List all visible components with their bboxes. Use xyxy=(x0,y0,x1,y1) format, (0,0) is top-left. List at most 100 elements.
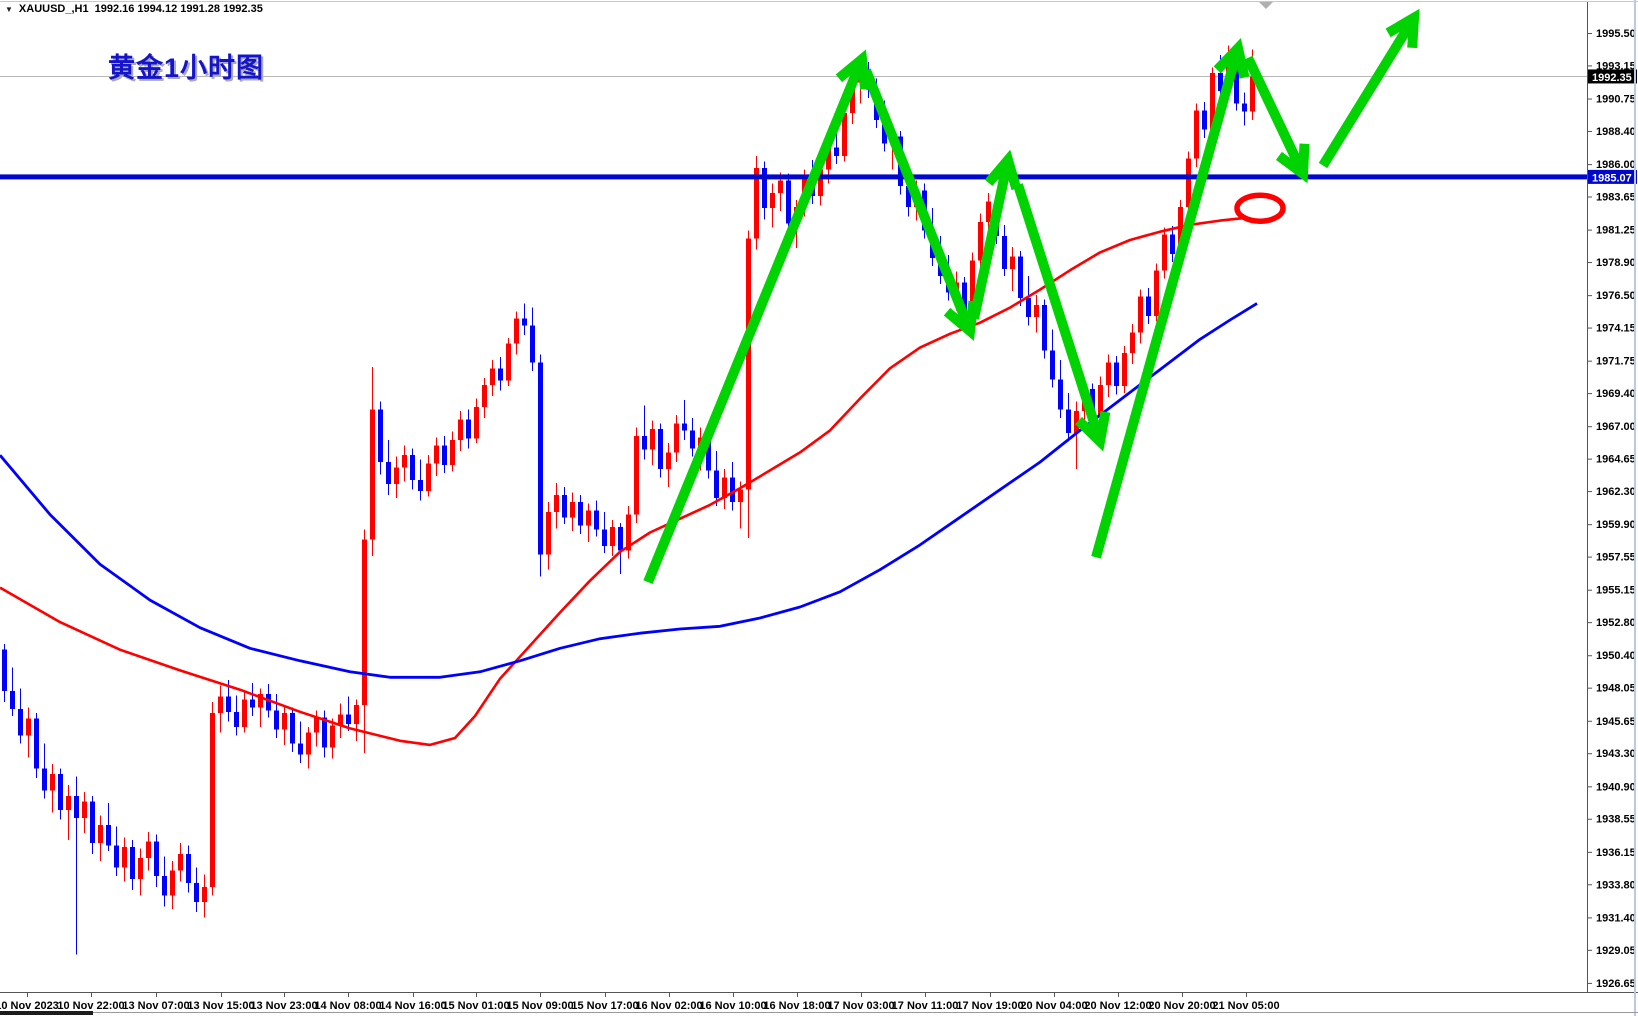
price-axis-label: 1926.65 xyxy=(1596,978,1636,990)
candle-body xyxy=(146,841,151,859)
time-axis-label: 13 Nov 15:00 xyxy=(187,1000,254,1012)
candle-body xyxy=(242,699,247,727)
time-axis-label: 17 Nov 19:00 xyxy=(956,1000,1023,1012)
candle-wick xyxy=(68,784,69,841)
candle-body xyxy=(274,710,279,730)
trend-arrow-shaft xyxy=(643,61,865,585)
time-axis-label: 16 Nov 10:00 xyxy=(699,1000,766,1012)
price-axis-label: 1940.90 xyxy=(1596,781,1636,793)
candle-body xyxy=(666,452,671,469)
candle-body xyxy=(82,801,87,819)
price-axis-label: 1931.40 xyxy=(1596,912,1636,924)
trend-arrow[interactable] xyxy=(1318,8,1420,169)
candle-body xyxy=(58,773,63,810)
candle-body xyxy=(1162,234,1167,271)
candle-body xyxy=(18,709,23,736)
trend-arrow[interactable] xyxy=(1091,37,1250,559)
price-axis-label: 1974.15 xyxy=(1596,323,1636,335)
candle-body xyxy=(474,406,479,439)
candle-body xyxy=(338,714,343,726)
candle-wick xyxy=(1076,401,1077,469)
candle-body xyxy=(74,795,79,819)
candle-body xyxy=(1034,304,1039,318)
candle-body xyxy=(842,113,847,156)
candle-body xyxy=(602,529,607,547)
time-axis-label: 14 Nov 08:00 xyxy=(314,1000,381,1012)
candle-body xyxy=(826,147,831,170)
highlight-circle[interactable] xyxy=(1234,192,1286,224)
price-axis-label: 1950.40 xyxy=(1596,650,1636,662)
candle-body xyxy=(778,180,783,194)
price-axis-label: 1964.65 xyxy=(1596,454,1636,466)
window-right-edge xyxy=(1634,0,1636,1016)
candle-body xyxy=(482,384,487,407)
candle-body xyxy=(162,875,167,896)
candle-body xyxy=(906,186,911,207)
candle-body xyxy=(746,238,751,490)
arrowhead-icon xyxy=(1213,37,1250,79)
candle-body xyxy=(1042,304,1047,351)
candle-body xyxy=(114,845,119,868)
candle-body xyxy=(50,773,55,791)
candle-body xyxy=(330,725,335,748)
horizontal-scrollbar-thumb[interactable] xyxy=(0,1011,93,1015)
price-axis-label: 1936.15 xyxy=(1596,847,1636,859)
trend-arrow[interactable] xyxy=(1243,55,1310,184)
candle-body xyxy=(610,526,615,547)
candle-body xyxy=(1154,270,1159,316)
time-axis-label: 17 Nov 03:00 xyxy=(827,1000,894,1012)
candle-body xyxy=(394,467,399,485)
trend-arrow[interactable] xyxy=(861,68,979,341)
candle-body xyxy=(98,824,103,843)
time-axis-label: 20 Nov 04:00 xyxy=(1020,1000,1087,1012)
arrowhead-icon xyxy=(835,49,871,90)
price-axis-label: 1976.50 xyxy=(1596,290,1636,302)
candle-body xyxy=(1242,103,1247,112)
candle-body xyxy=(1058,379,1063,410)
time-axis-label: 20 Nov 12:00 xyxy=(1084,1000,1151,1012)
time-axis-label: 10 Nov 2023 xyxy=(0,1000,59,1012)
candle-body xyxy=(266,693,271,711)
arrowhead-icon xyxy=(1075,410,1111,452)
candle-wick xyxy=(300,721,301,763)
current-price-tag: 1992.35 xyxy=(1588,69,1637,84)
trend-arrow[interactable] xyxy=(969,149,1022,320)
autoscroll-marker-icon xyxy=(1259,2,1273,9)
candle-body xyxy=(450,440,455,465)
current-price-tag-text: 1992.35 xyxy=(1592,72,1632,84)
trend-arrow-shaft xyxy=(969,163,1012,320)
price-axis-label: 1957.55 xyxy=(1596,552,1636,564)
candles-layer xyxy=(2,45,1255,955)
chart-annotation-title[interactable]: 黄金1小时图 xyxy=(108,53,265,83)
candle-body xyxy=(458,419,463,441)
candle-body xyxy=(706,437,711,471)
candle-wick xyxy=(836,124,837,165)
candle-body xyxy=(1202,110,1207,130)
candle-body xyxy=(1074,411,1079,434)
price-axis-label: 1952.80 xyxy=(1596,617,1636,629)
candle-body xyxy=(1098,384,1103,417)
candle-body xyxy=(34,718,39,769)
candle-body xyxy=(410,455,415,481)
candle-body xyxy=(226,696,231,712)
chart-menu-icon[interactable]: ▼ xyxy=(5,4,13,14)
trend-arrow[interactable] xyxy=(1013,183,1111,452)
candle-body xyxy=(586,510,591,526)
candle-body xyxy=(1250,76,1255,112)
candle-body xyxy=(818,169,823,196)
candle-wick xyxy=(684,400,685,441)
price-axis-label: 1978.90 xyxy=(1596,257,1636,269)
trend-arrow-shaft xyxy=(1013,183,1104,439)
candle-body xyxy=(282,713,287,730)
candle-body xyxy=(882,119,887,144)
time-axis-label: 21 Nov 05:00 xyxy=(1212,1000,1279,1012)
trend-arrow[interactable] xyxy=(643,49,871,585)
candle-body xyxy=(1002,235,1007,269)
candle-body xyxy=(1122,353,1127,387)
horizontal-support-line[interactable] xyxy=(0,174,1587,180)
candle-body xyxy=(506,343,511,381)
candle-body xyxy=(1234,64,1239,104)
candle-body xyxy=(682,423,687,431)
